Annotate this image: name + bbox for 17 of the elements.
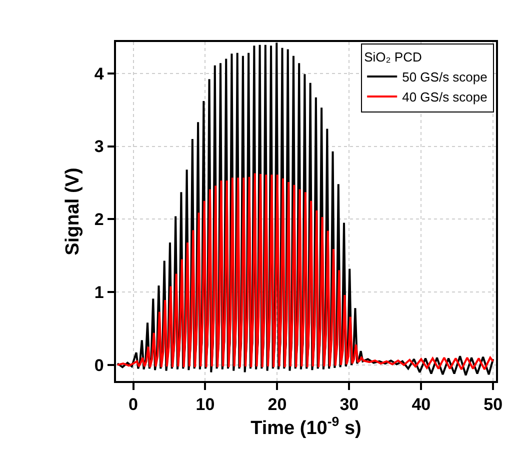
x-tick-label: 30 (340, 395, 359, 414)
x-axis-title: Time (10$^{-9}$ s) (250, 414, 362, 440)
legend-title: SiO₂ PCD (364, 50, 422, 65)
y-tick-label: 1 (94, 283, 104, 302)
y-tick-label: 2 (94, 210, 104, 230)
x-tick-label: 10 (196, 395, 215, 414)
x-tick-label: 40 (412, 395, 431, 414)
y-tick-label: 3 (94, 137, 104, 156)
x-tick-label: 50 (484, 395, 503, 414)
y-axis-title: Signal (V) (62, 168, 84, 256)
line-series (116, 172, 494, 370)
y-tick-label: 4 (94, 64, 104, 84)
y-tick-label: 0 (94, 356, 104, 375)
x-tick-label: 0 (128, 395, 138, 414)
x-tick-label: 20 (268, 395, 287, 414)
legend-label: 40 GS/s scope (402, 90, 488, 105)
legend-label: 50 GS/s scope (402, 70, 488, 85)
